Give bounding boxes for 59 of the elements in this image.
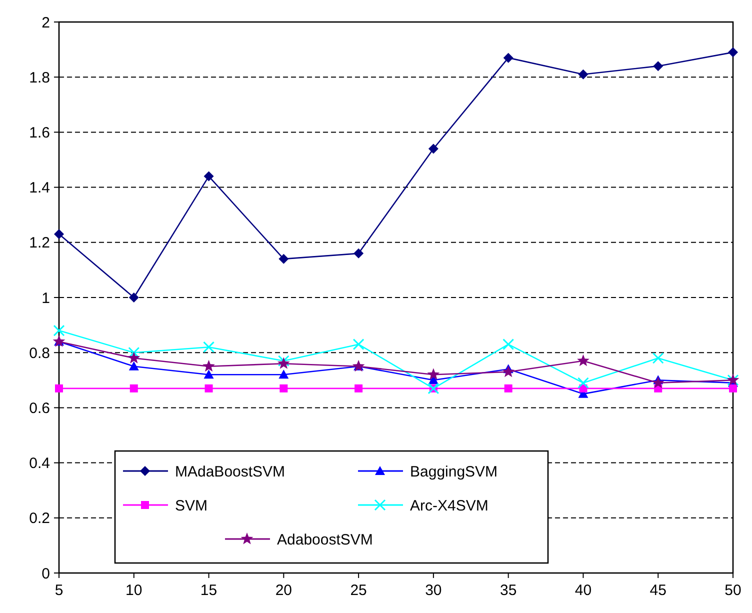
y-tick-label: 1.2 xyxy=(29,234,50,252)
point xyxy=(204,370,214,379)
point xyxy=(204,384,213,392)
point xyxy=(577,354,590,366)
x-tick-label: 25 xyxy=(350,582,367,599)
legend-label: MAdaBoostSVM xyxy=(175,463,286,480)
y-tick-label: 0 xyxy=(42,565,50,582)
x-tick-label: 10 xyxy=(126,582,142,599)
point xyxy=(128,361,139,370)
point xyxy=(128,292,139,302)
y-tick-label: 0.4 xyxy=(29,455,50,472)
point xyxy=(577,377,589,389)
x-tick-label: 35 xyxy=(500,582,517,599)
y-tick-label: 1.4 xyxy=(29,180,50,197)
y-tick-label: 0.8 xyxy=(29,344,50,362)
x-tick-label: 40 xyxy=(574,582,592,599)
point xyxy=(53,324,65,336)
point xyxy=(54,229,64,240)
legend-label: BaggingSVM xyxy=(410,463,498,480)
x-tick-label: 20 xyxy=(275,582,292,599)
point xyxy=(278,254,289,264)
point xyxy=(504,384,512,392)
point xyxy=(128,352,140,364)
point xyxy=(280,384,288,392)
point xyxy=(427,368,440,380)
y-tick-label: 1.6 xyxy=(29,124,50,142)
point xyxy=(354,248,364,258)
point xyxy=(55,384,63,392)
x-tick-label: 15 xyxy=(200,582,218,599)
x-tick-label: 50 xyxy=(724,582,742,599)
point xyxy=(502,338,514,350)
y-tick-label: 0.6 xyxy=(29,400,50,417)
point xyxy=(729,384,737,392)
point xyxy=(204,171,214,182)
point xyxy=(652,352,664,364)
point xyxy=(278,370,289,379)
legend-label: SVM xyxy=(175,497,208,514)
y-tick-label: 1.8 xyxy=(29,69,50,86)
point xyxy=(653,61,664,72)
point xyxy=(503,52,514,63)
point xyxy=(578,69,588,80)
x-tick-label: 30 xyxy=(425,582,442,599)
x-tick-label: 5 xyxy=(54,582,64,599)
legend-label: AdaboostSVM xyxy=(277,531,373,548)
point xyxy=(202,360,215,372)
point xyxy=(352,338,364,350)
point xyxy=(130,384,138,392)
y-tick-label: 1 xyxy=(42,290,50,307)
x-tick-label: 45 xyxy=(650,582,666,599)
point xyxy=(203,341,215,353)
point xyxy=(428,144,438,154)
point xyxy=(728,47,738,58)
point xyxy=(652,376,664,388)
legend-label: Arc-X4SVM xyxy=(410,497,488,514)
y-tick-label: 2 xyxy=(42,14,50,32)
point xyxy=(354,384,363,392)
y-tick-label: 0.2 xyxy=(29,510,50,528)
point xyxy=(502,365,515,378)
point xyxy=(128,346,140,358)
